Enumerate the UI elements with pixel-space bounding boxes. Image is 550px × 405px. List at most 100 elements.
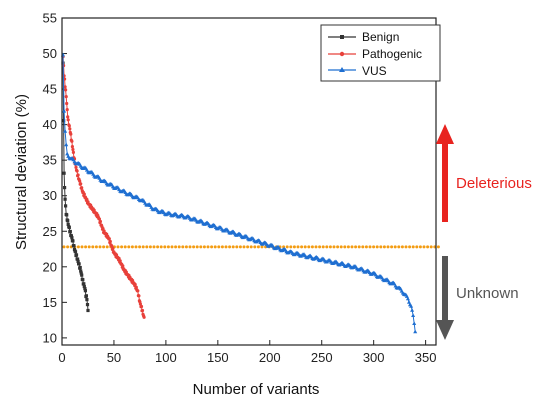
series-pathogenic [61, 55, 146, 319]
point-benign [83, 287, 87, 291]
threshold-dot [163, 245, 167, 249]
point-pathogenic [138, 302, 142, 306]
legend-label-vus: VUS [362, 64, 387, 78]
point-benign [85, 303, 90, 307]
threshold-dot [307, 245, 311, 249]
point-pathogenic [137, 294, 141, 298]
point-pathogenic [108, 239, 112, 244]
threshold-dot [116, 245, 120, 249]
point-pathogenic [97, 217, 101, 221]
point-pathogenic [121, 264, 125, 268]
y-tick-label: 15 [43, 295, 57, 310]
point-benign [62, 119, 66, 123]
threshold-dot [120, 245, 124, 249]
threshold-dot [318, 245, 322, 249]
point-pathogenic [118, 259, 122, 263]
threshold-dot [105, 245, 109, 249]
point-pathogenic [65, 101, 69, 106]
x-tick-label: 250 [311, 350, 333, 365]
point-benign [66, 219, 70, 223]
point-benign [70, 236, 74, 240]
point-benign [76, 259, 80, 263]
point-pathogenic [64, 88, 68, 92]
point-benign [86, 308, 90, 313]
threshold-dot [260, 245, 264, 249]
point-pathogenic [66, 118, 70, 122]
point-vus [65, 151, 70, 156]
threshold-dot [418, 245, 422, 249]
point-benign [71, 239, 75, 243]
y-tick-label: 55 [43, 11, 57, 26]
threshold-dot [379, 245, 383, 249]
legend-marker-vus [339, 67, 345, 72]
point-benign [72, 244, 76, 248]
threshold-dot [210, 245, 214, 249]
point-vus [62, 108, 67, 113]
x-axis-title: Number of variants [193, 381, 320, 398]
threshold-dot [350, 245, 354, 249]
point-pathogenic [82, 192, 86, 196]
point-benign [83, 289, 87, 293]
y-tick-label: 45 [43, 82, 57, 97]
threshold-dot [177, 245, 181, 249]
point-benign [82, 282, 86, 286]
threshold-dot [231, 245, 235, 249]
point-pathogenic [80, 186, 84, 190]
threshold-dot [372, 245, 376, 249]
threshold-dot [80, 245, 84, 249]
threshold-dot [422, 245, 426, 249]
x-tick-label: 200 [259, 350, 281, 365]
threshold-dot [264, 245, 268, 249]
threshold-dot [156, 245, 160, 249]
point-pathogenic [124, 270, 128, 274]
threshold-dot [256, 245, 260, 249]
threshold-dot [368, 245, 372, 249]
threshold-dot [102, 245, 106, 249]
threshold-dot [354, 245, 358, 249]
point-benign [84, 294, 88, 298]
point-benign [63, 186, 67, 190]
x-tick-label: 100 [155, 350, 177, 365]
series-line-vus [62, 54, 416, 332]
threshold-dot [152, 245, 156, 249]
threshold-dot [249, 245, 253, 249]
point-benign [63, 197, 67, 201]
point-vus [405, 296, 410, 301]
threshold-dot [145, 245, 149, 249]
unknown-label: Unknown [456, 285, 519, 302]
series-layer [61, 52, 418, 334]
threshold-dot [415, 245, 419, 249]
threshold-dot [289, 245, 293, 249]
threshold-dot [393, 245, 397, 249]
point-vus [411, 313, 416, 317]
point-benign [67, 225, 71, 230]
point-pathogenic [111, 246, 115, 251]
threshold-dot [66, 245, 70, 249]
point-benign [77, 262, 81, 266]
threshold-dot [426, 245, 430, 249]
threshold-dot [148, 245, 152, 249]
legend-marker-pathogenic [339, 51, 345, 57]
threshold-layer [62, 245, 440, 249]
point-benign [76, 257, 80, 261]
y-tick-label: 40 [43, 117, 57, 132]
y-tick-label: 35 [43, 153, 57, 168]
point-pathogenic [70, 145, 74, 149]
point-pathogenic [65, 108, 69, 112]
point-benign [79, 271, 83, 275]
point-pathogenic [63, 85, 67, 89]
threshold-dot [98, 245, 102, 249]
threshold-dot [87, 245, 91, 249]
x-tick-label: 300 [363, 350, 385, 365]
threshold-dot [188, 245, 192, 249]
point-vus [63, 128, 68, 133]
threshold-dot [84, 245, 88, 249]
deleterious-arrow-head [436, 124, 454, 144]
threshold-dot [300, 245, 304, 249]
point-benign [66, 222, 70, 226]
threshold-dot [339, 245, 343, 249]
x-tick-label: 150 [207, 350, 229, 365]
point-benign [69, 234, 73, 238]
threshold-dot [400, 245, 404, 249]
